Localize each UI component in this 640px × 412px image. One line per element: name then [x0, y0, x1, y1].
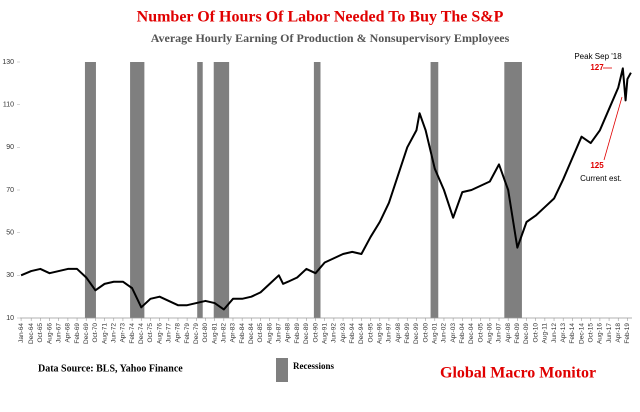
x-tick-label: Jun-87: [276, 323, 283, 343]
x-tick-label: Jan-64: [18, 323, 25, 343]
x-tick-label: Jun-07: [496, 323, 503, 343]
x-tick-label: Feb-09: [514, 323, 521, 344]
x-tick-label: Apr-13: [560, 323, 567, 343]
x-tick-label: Jun-02: [441, 323, 448, 343]
y-tick-label: 130: [2, 59, 14, 66]
x-tick-label: Dec-64: [28, 323, 35, 344]
x-tick-label: Oct-85: [257, 323, 264, 343]
x-tick-label: Aug-01: [432, 323, 439, 344]
x-tick-label: Dec-14: [578, 323, 585, 344]
x-tick-label: Aug-71: [101, 323, 108, 344]
x-tick-label: Oct-70: [92, 323, 99, 343]
x-tick-label: Apr-88: [285, 323, 292, 343]
annotation-arrow: [603, 96, 623, 161]
x-tick-label: Apr-78: [175, 323, 182, 343]
recession-band: [213, 62, 230, 318]
x-tick-label: Aug-81: [211, 323, 218, 344]
x-tick-label: Aug-76: [156, 323, 163, 344]
x-tick-label: Jun-77: [166, 323, 173, 343]
x-tick-label: Dec-09: [523, 323, 530, 344]
x-tick-label: Apr-73: [120, 323, 127, 343]
y-tick-label: 10: [6, 315, 14, 322]
y-tick-label: 30: [6, 272, 14, 279]
x-tick-label: Feb-84: [239, 323, 246, 344]
x-tick-label: Aug-16: [597, 323, 604, 344]
x-tick-label: Feb-14: [569, 323, 576, 344]
x-tick-label: Apr-18: [615, 323, 622, 343]
x-tick-label: Dec-74: [138, 323, 145, 344]
legend-swatch: [276, 358, 288, 382]
recession-band: [430, 62, 439, 318]
x-tick-label: Feb-19: [624, 323, 631, 344]
x-tick-label: Aug-86: [266, 323, 273, 344]
x-tick-label: Aug-06: [487, 323, 494, 344]
x-tick-label: Feb-94: [349, 323, 356, 344]
source-note: Data Source: BLS, Yahoo Finance: [38, 363, 183, 374]
x-tick-label: Dec-89: [303, 323, 310, 344]
y-tick-label: 110: [3, 102, 14, 109]
x-tick-label: Apr-83: [230, 323, 237, 343]
annotation-value: 127: [590, 63, 604, 72]
recession-band: [504, 62, 522, 318]
chart-title: Number Of Hours Of Labor Needed To Buy T…: [137, 9, 504, 26]
x-tick-label: Jun-72: [110, 323, 117, 343]
x-tick-label: Jun-12: [551, 323, 558, 343]
x-tick-label: Jun-82: [221, 323, 228, 343]
x-tick-label: Apr-98: [395, 323, 402, 343]
recession-band: [197, 62, 203, 318]
x-tick-label: Oct-65: [37, 323, 44, 343]
recession-band: [84, 62, 96, 318]
x-tick-label: Oct-10: [532, 323, 539, 343]
x-tick-label: Jun-97: [386, 323, 393, 343]
x-tick-label: Aug-66: [46, 323, 53, 344]
x-tick-label: Dec-69: [83, 323, 90, 344]
x-tick-label: Aug-96: [376, 323, 383, 344]
y-tick-label: 70: [6, 187, 14, 194]
annotation: Peak Sep '18: [574, 52, 622, 61]
x-tick-label: Dec-94: [358, 323, 365, 344]
x-tick-label: Oct-00: [422, 323, 429, 343]
x-tick-label: Aug-11: [542, 323, 549, 344]
recession-band: [313, 62, 321, 318]
x-tick-label: Oct-15: [587, 323, 594, 343]
x-tick-label: Jun-92: [331, 323, 338, 343]
plot-area: 10 30 50 70 90 110 130 Jan-64 Dec-64 Oct-65 Aug-66…: [2, 59, 632, 344]
x-tick-label: Apr-68: [65, 323, 72, 343]
x-tick-label: Feb-79: [184, 323, 191, 344]
x-tick-label: Jun-17: [606, 323, 613, 343]
brand: Global Macro Monitor: [440, 365, 596, 382]
x-tick-label: Feb-89: [294, 323, 301, 344]
x-tick-label: Oct-05: [477, 323, 484, 343]
x-tick-label: Jun-67: [55, 323, 62, 343]
chart-subtitle: Average Hourly Earning Of Production & N…: [151, 31, 510, 45]
x-tick-label: Feb-74: [129, 323, 136, 344]
x-tick-label: Oct-80: [202, 323, 209, 343]
x-tick-label: Aug-91: [321, 323, 328, 344]
x-tick-label: Apr-08: [505, 323, 512, 343]
x-tick-label: Apr-93: [340, 323, 347, 343]
recession-band: [130, 62, 145, 318]
x-tick-label: Dec-84: [248, 323, 255, 344]
x-tick-label: Dec-04: [468, 323, 475, 344]
legend-label: Recessions: [293, 361, 334, 371]
annotation: Current est.: [580, 174, 622, 183]
x-tick-label: Oct-75: [147, 323, 154, 343]
x-tick-label: Dec-99: [413, 323, 420, 344]
x-tick-label: Feb-99: [404, 323, 411, 344]
line-series: [20, 67, 632, 311]
x-tick-label: Dec-79: [193, 323, 200, 344]
x-tick-label: Oct-95: [367, 323, 374, 343]
x-tick-label: Feb-04: [459, 323, 466, 344]
y-tick-label: 90: [6, 144, 14, 151]
y-tick-label: 50: [6, 230, 14, 237]
x-tick-label: Feb-69: [74, 323, 81, 344]
x-tick-label: Apr-03: [450, 323, 457, 343]
x-tick-label: Oct-90: [312, 323, 319, 343]
annotation-value: 125: [590, 161, 604, 170]
